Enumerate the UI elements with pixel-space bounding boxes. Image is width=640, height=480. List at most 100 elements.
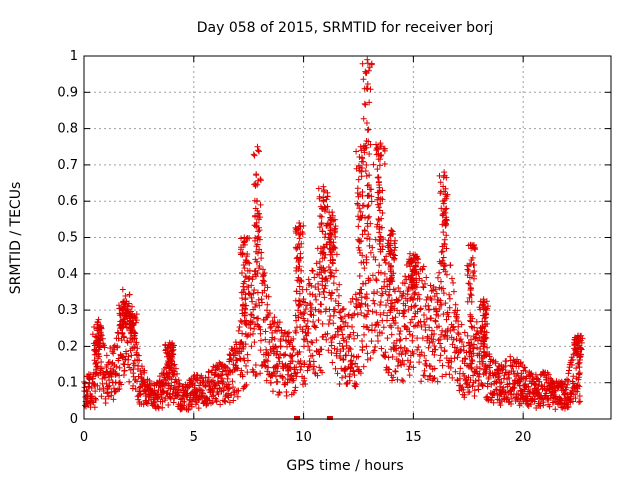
- data-point: [110, 350, 117, 357]
- data-point: [256, 302, 263, 309]
- data-point: [442, 300, 449, 307]
- data-point: [121, 367, 128, 374]
- data-point: [438, 344, 445, 351]
- data-point: [467, 241, 474, 248]
- data-point: [295, 241, 302, 248]
- data-point: [355, 223, 362, 230]
- data-point: [442, 206, 449, 213]
- data-point: [307, 291, 314, 298]
- data-point: [577, 353, 584, 360]
- data-point: [305, 325, 312, 332]
- data-point: [128, 339, 135, 346]
- data-point: [536, 389, 543, 396]
- data-point: [265, 352, 272, 359]
- data-point: [440, 200, 447, 207]
- data-point: [317, 250, 324, 257]
- data-point: [332, 225, 339, 232]
- data-point: [364, 203, 371, 210]
- data-point: [574, 382, 581, 389]
- data-point: [477, 329, 484, 336]
- data-point: [484, 303, 491, 310]
- data-point: [250, 314, 257, 321]
- data-point: [303, 286, 310, 293]
- data-point: [418, 277, 425, 284]
- data-point: [250, 151, 257, 158]
- data-point: [337, 348, 344, 355]
- data-point: [364, 56, 371, 63]
- data-point: [91, 347, 98, 354]
- data-point: [396, 330, 403, 337]
- data-point: [545, 395, 552, 402]
- grid-lines: [84, 56, 611, 419]
- data-point: [261, 270, 268, 277]
- data-point: [273, 344, 280, 351]
- data-point: [253, 243, 260, 250]
- data-point: [321, 187, 328, 194]
- data-point: [417, 305, 424, 312]
- data-point: [217, 372, 224, 379]
- data-point: [274, 378, 281, 385]
- data-point: [308, 282, 315, 289]
- data-point: [561, 405, 568, 412]
- data-point: [368, 338, 375, 345]
- data-point: [365, 182, 372, 189]
- data-point: [244, 357, 251, 364]
- data-point: [409, 275, 416, 282]
- data-point: [229, 378, 236, 385]
- data-point: [263, 307, 270, 314]
- data-point: [528, 370, 535, 377]
- data-point: [132, 385, 139, 392]
- data-point: [307, 308, 314, 315]
- data-point: [220, 387, 227, 394]
- data-point: [416, 359, 423, 366]
- data-point: [378, 152, 385, 159]
- data-point: [415, 344, 422, 351]
- data-point: [435, 323, 442, 330]
- data-point: [314, 372, 321, 379]
- data-point: [285, 329, 292, 336]
- data-point: [121, 303, 128, 310]
- data-point: [321, 285, 328, 292]
- data-point: [416, 295, 423, 302]
- data-point: [290, 335, 297, 342]
- data-point: [360, 143, 367, 150]
- data-point: [267, 325, 274, 332]
- data-point: [264, 358, 271, 365]
- data-point: [387, 306, 394, 313]
- data-point: [367, 355, 374, 362]
- data-point: [128, 352, 135, 359]
- data-point: [340, 345, 347, 352]
- data-point: [233, 356, 240, 363]
- data-point: [563, 384, 570, 391]
- data-point: [447, 262, 454, 269]
- data-point: [316, 364, 323, 371]
- data-point: [438, 301, 445, 308]
- data-point: [434, 274, 441, 281]
- data-point: [438, 249, 445, 256]
- data-point: [469, 358, 476, 365]
- data-point: [306, 347, 313, 354]
- data-point: [465, 339, 472, 346]
- data-point: [124, 339, 131, 346]
- data-point: [309, 268, 316, 275]
- data-point: [373, 144, 380, 151]
- data-point: [576, 392, 583, 399]
- data-point: [241, 234, 248, 241]
- data-point: [320, 243, 327, 250]
- data-point: [576, 356, 583, 363]
- data-point: [457, 365, 464, 372]
- data-point: [337, 314, 344, 321]
- data-point: [537, 402, 544, 409]
- data-point: [391, 252, 398, 259]
- data-point: [318, 346, 325, 353]
- data-point: [364, 182, 371, 189]
- data-point: [255, 177, 262, 184]
- data-point: [125, 353, 132, 360]
- data-point: [242, 341, 249, 348]
- data-point: [221, 397, 228, 404]
- data-point: [240, 262, 247, 269]
- data-point: [174, 370, 181, 377]
- data-point: [168, 382, 175, 389]
- data-point: [377, 152, 384, 159]
- data-point: [534, 375, 541, 382]
